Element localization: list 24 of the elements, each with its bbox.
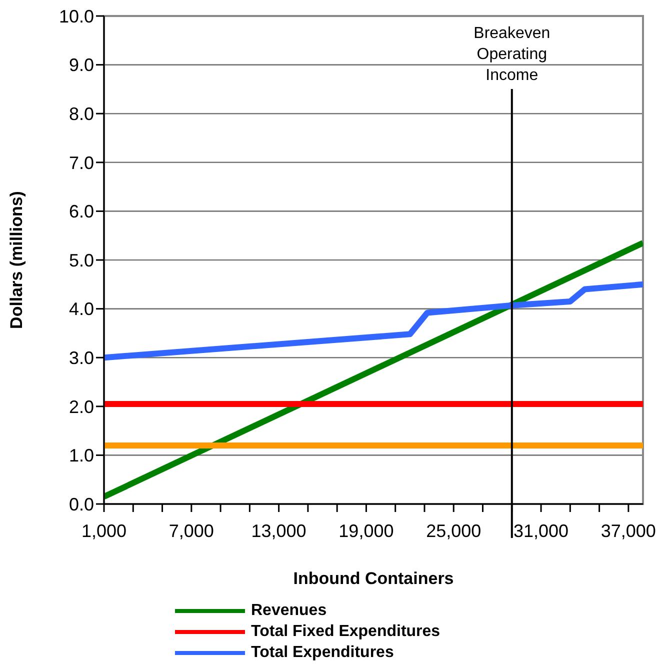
y-tick-label: 5.0 <box>68 250 94 270</box>
legend-label: Total Fixed Expenditures <box>251 622 440 640</box>
x-tick-label: 19,000 <box>338 520 394 541</box>
y-tick-label: 1.0 <box>68 446 94 466</box>
x-tick-label: 31,000 <box>513 520 569 541</box>
y-tick-label: 6.0 <box>68 202 94 222</box>
y-tick-label: 4.0 <box>68 299 94 320</box>
x-tick-label: 7,000 <box>168 520 214 541</box>
x-tick-label: 1,000 <box>81 520 127 541</box>
y-tick-label: 10.0 <box>58 6 94 26</box>
y-tick-label: 9.0 <box>68 55 94 76</box>
y-tick-label: 3.0 <box>68 348 94 368</box>
y-tick-label: 2.0 <box>68 396 94 417</box>
x-tick-label: 25,000 <box>426 520 482 541</box>
y-tick-label: 0.0 <box>68 494 94 514</box>
x-axis-title: Inbound Containers <box>293 569 454 588</box>
legend-label: Total Expenditures <box>251 644 394 662</box>
x-tick-label: 13,000 <box>251 520 306 541</box>
ref-line-label: Breakeven Operating Income <box>474 25 550 84</box>
x-tick-label: 37,000 <box>600 520 656 541</box>
y-axis-title: Dollars (millions) <box>7 191 26 329</box>
legend-label: Revenues <box>251 602 327 620</box>
y-tick-label: 8.0 <box>68 104 94 124</box>
y-tick-label: 7.0 <box>68 152 94 173</box>
